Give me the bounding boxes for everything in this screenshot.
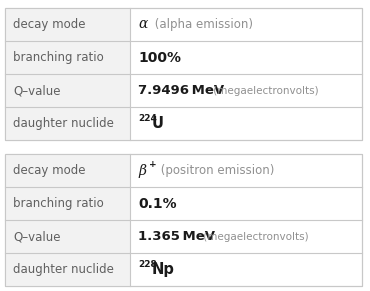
Bar <box>5 154 130 187</box>
Text: (megaelectronvolts): (megaelectronvolts) <box>210 86 319 95</box>
Bar <box>5 187 130 220</box>
Text: Q–value: Q–value <box>13 84 61 97</box>
Text: (positron emission): (positron emission) <box>157 164 275 177</box>
Text: daughter nuclide: daughter nuclide <box>13 263 114 276</box>
Bar <box>5 154 362 286</box>
Bar <box>5 8 362 140</box>
Text: (megaelectronvolts): (megaelectronvolts) <box>200 232 309 242</box>
Text: decay mode: decay mode <box>13 18 85 31</box>
Bar <box>5 107 130 140</box>
Bar <box>5 220 130 253</box>
Text: 0.1%: 0.1% <box>138 196 176 210</box>
Text: +: + <box>149 160 157 169</box>
Text: U: U <box>152 116 164 131</box>
Text: α: α <box>138 17 147 31</box>
Bar <box>5 74 130 107</box>
Bar <box>5 8 130 41</box>
Bar <box>5 253 130 286</box>
Text: 228: 228 <box>138 260 157 269</box>
Text: 7.9496 MeV: 7.9496 MeV <box>138 84 224 97</box>
Text: 1.365 MeV: 1.365 MeV <box>138 230 215 243</box>
Text: branching ratio: branching ratio <box>13 197 104 210</box>
Text: 224: 224 <box>138 114 157 123</box>
Text: branching ratio: branching ratio <box>13 51 104 64</box>
Text: (alpha emission): (alpha emission) <box>151 18 253 31</box>
Bar <box>5 8 362 140</box>
Text: 100%: 100% <box>138 51 181 65</box>
Bar <box>5 154 362 286</box>
Bar <box>5 41 130 74</box>
Text: Np: Np <box>152 262 175 277</box>
Text: daughter nuclide: daughter nuclide <box>13 117 114 130</box>
Text: decay mode: decay mode <box>13 164 85 177</box>
Text: β: β <box>138 164 146 178</box>
Text: Q–value: Q–value <box>13 230 61 243</box>
